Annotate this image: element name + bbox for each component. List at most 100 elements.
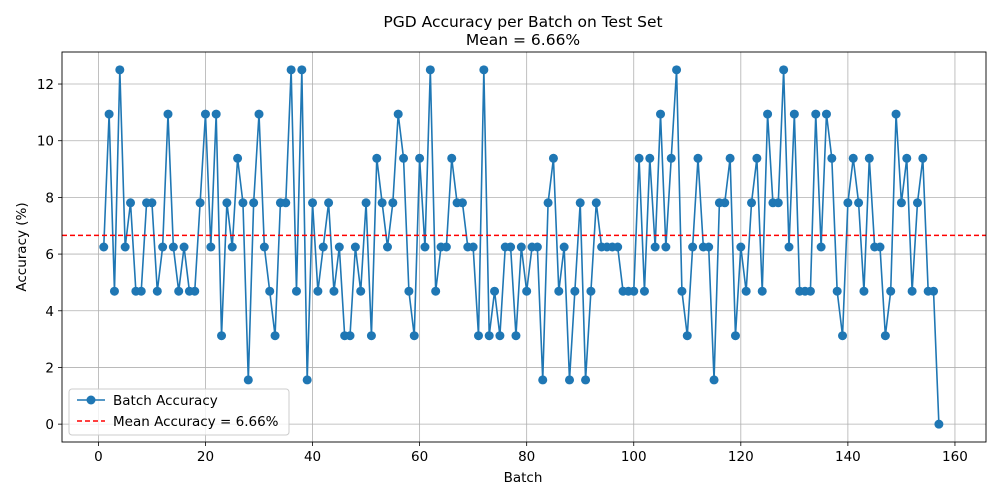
batch-accuracy-point xyxy=(693,153,703,163)
batch-accuracy-point xyxy=(457,198,467,208)
batch-accuracy-point xyxy=(816,242,826,252)
chart-title: PGD Accuracy per Batch on Test Set xyxy=(383,13,662,31)
plot-area: 0 20 40 60 80 100 120 140 160 0 2 4 6 8 10 12 xyxy=(37,51,987,465)
batch-accuracy-point xyxy=(730,331,740,341)
batch-accuracy-point xyxy=(854,198,864,208)
batch-accuracy-point xyxy=(409,331,419,341)
batch-accuracy-point xyxy=(912,198,922,208)
batch-accuracy-point xyxy=(356,286,366,296)
batch-accuracy-point xyxy=(532,242,542,252)
batch-accuracy-point xyxy=(736,242,746,252)
batch-accuracy-point xyxy=(136,286,146,296)
batch-accuracy-point xyxy=(511,331,521,341)
batch-accuracy-point xyxy=(243,375,253,385)
batch-accuracy-point xyxy=(554,286,564,296)
batch-accuracy-point xyxy=(447,153,457,163)
batch-accuracy-point xyxy=(431,286,441,296)
batch-accuracy-point xyxy=(757,286,767,296)
x-tick-label: 160 xyxy=(942,449,968,465)
batch-accuracy-point xyxy=(265,286,275,296)
batch-accuracy-point xyxy=(811,109,821,119)
batch-accuracy-point xyxy=(677,286,687,296)
y-tick-label: 12 xyxy=(37,77,54,93)
batch-accuracy-point xyxy=(821,109,831,119)
batch-accuracy-point xyxy=(934,419,944,429)
batch-accuracy-point xyxy=(361,198,371,208)
chart-subtitle: Mean = 6.66% xyxy=(466,31,580,49)
batch-accuracy-point xyxy=(789,109,799,119)
batch-accuracy-point xyxy=(163,109,173,119)
y-tick-label: 0 xyxy=(45,417,54,433)
batch-accuracy-point xyxy=(388,198,398,208)
batch-accuracy-point xyxy=(233,153,243,163)
batch-accuracy-point xyxy=(479,65,489,75)
batch-accuracy-point xyxy=(377,198,387,208)
batch-accuracy-point xyxy=(415,153,425,163)
batch-accuracy-point xyxy=(179,242,189,252)
x-tick-label: 100 xyxy=(621,449,647,465)
batch-accuracy-point xyxy=(918,153,928,163)
x-tick-label: 40 xyxy=(304,449,321,465)
batch-accuracy-point xyxy=(709,375,719,385)
batch-accuracy-point xyxy=(152,286,162,296)
batch-accuracy-point xyxy=(366,331,376,341)
batch-accuracy-point xyxy=(741,286,751,296)
batch-accuracy-point xyxy=(886,286,896,296)
batch-accuracy-point xyxy=(195,198,205,208)
batch-accuracy-point xyxy=(586,286,596,296)
batch-accuracy-point xyxy=(238,198,248,208)
x-tick-label: 120 xyxy=(728,449,754,465)
batch-accuracy-point xyxy=(174,286,184,296)
y-tick-label: 8 xyxy=(45,190,54,206)
batch-accuracy-point xyxy=(656,109,666,119)
batch-accuracy-point xyxy=(880,331,890,341)
batch-accuracy-point xyxy=(832,286,842,296)
batch-accuracy-point xyxy=(538,375,548,385)
batch-accuracy-point xyxy=(334,242,344,252)
batch-accuracy-point xyxy=(902,153,912,163)
legend-frame xyxy=(68,388,290,436)
batch-accuracy-point xyxy=(661,242,671,252)
batch-accuracy-point xyxy=(190,286,200,296)
batch-accuracy-point xyxy=(345,331,355,341)
batch-accuracy-point xyxy=(382,242,392,252)
batch-accuracy-point xyxy=(559,242,569,252)
batch-accuracy-point xyxy=(211,109,221,119)
batch-accuracy-point xyxy=(516,242,526,252)
y-axis-label: Accuracy (%) xyxy=(14,202,30,291)
batch-accuracy-point xyxy=(126,198,136,208)
batch-accuracy-point xyxy=(506,242,516,252)
batch-accuracy-point xyxy=(666,153,676,163)
batch-accuracy-point xyxy=(570,286,580,296)
batch-accuracy-point xyxy=(891,109,901,119)
batch-accuracy-point xyxy=(399,153,409,163)
batch-accuracy-point xyxy=(372,153,382,163)
batch-accuracy-point xyxy=(313,286,323,296)
batch-accuracy-point xyxy=(522,286,532,296)
batch-accuracy-point xyxy=(115,65,125,75)
batch-accuracy-point xyxy=(291,286,301,296)
x-tick-label: 60 xyxy=(411,449,428,465)
batch-accuracy-point xyxy=(875,242,885,252)
batch-accuracy-point xyxy=(752,153,762,163)
x-tick-label: 80 xyxy=(518,449,535,465)
batch-accuracy-point xyxy=(393,109,403,119)
batch-accuracy-point xyxy=(468,242,478,252)
batch-accuracy-point xyxy=(763,109,773,119)
batch-accuracy-point xyxy=(688,242,698,252)
batch-accuracy-point xyxy=(704,242,714,252)
batch-accuracy-point xyxy=(575,198,585,208)
batch-accuracy-point xyxy=(495,331,505,341)
batch-accuracy-point xyxy=(158,242,168,252)
batch-accuracy-point xyxy=(350,242,360,252)
batch-accuracy-point xyxy=(217,331,227,341)
y-tick-label: 2 xyxy=(45,360,54,376)
axes-frame xyxy=(61,51,987,443)
batch-accuracy-point xyxy=(104,109,114,119)
y-tick-label: 6 xyxy=(45,247,54,263)
batch-accuracy-point xyxy=(490,286,500,296)
batch-accuracy-point xyxy=(425,65,435,75)
batch-accuracy-point xyxy=(227,242,237,252)
x-tick-label: 20 xyxy=(197,449,214,465)
